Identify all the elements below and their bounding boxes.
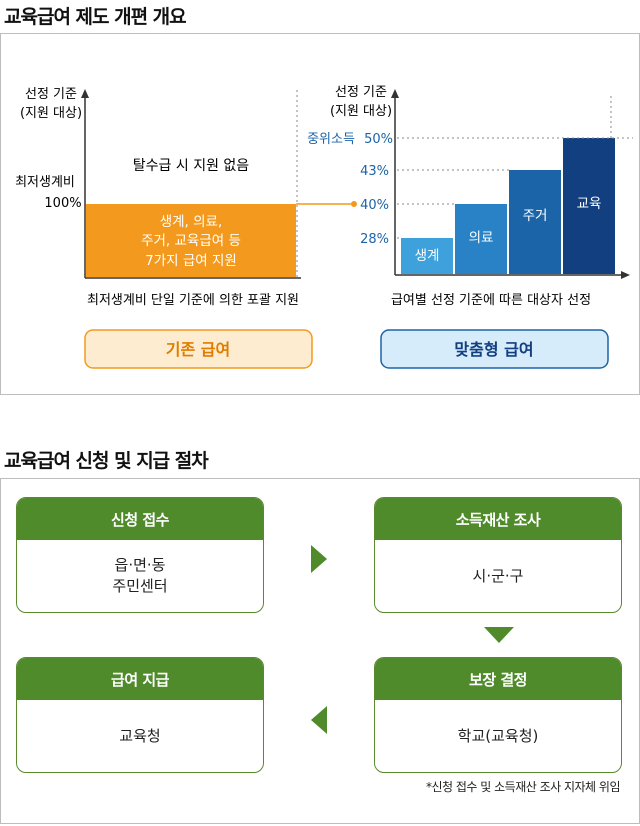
left-y-axis-arrow <box>81 89 89 98</box>
comparison-diagram: 선정 기준 (지원 대상) 최저생계비 100% 탈수급 시 지원 없음 생계,… <box>15 85 633 369</box>
step-decision-head: 보장 결정 <box>375 658 621 700</box>
bar-label-1: 의료 <box>469 230 494 246</box>
step-payment-head: 급여 지급 <box>17 658 263 700</box>
badge-custom-label: 맞춤형 급여 <box>454 340 533 359</box>
bar-label-0: 생계 <box>415 248 440 264</box>
step-income-survey: 소득재산 조사 시·군·구 <box>374 497 622 613</box>
right-caption: 급여별 선정 기준에 따른 대상자 선정 <box>391 293 591 308</box>
right-bars-group: 생계 28% 의료 40% 주거 43% 교육 50% <box>360 132 633 274</box>
left-ylabel-line2: (지원 대상) <box>20 106 82 121</box>
step-decision-line1: 학교(교육청) <box>457 726 539 745</box>
connector-dot <box>351 201 357 207</box>
bar-label-2: 주거 <box>523 208 548 224</box>
right-ylabel-line1: 선정 기준 <box>335 85 387 100</box>
badge-existing <box>84 329 313 369</box>
left-level-label-line1: 최저생계비 <box>15 175 75 190</box>
section-title-overview: 교육급여 제도 개편 개요 <box>4 6 187 28</box>
left-bar-text-line2: 주거, 교육급여 등 <box>141 233 241 249</box>
left-bar-text-line3: 7가지 급여 지원 <box>145 253 237 269</box>
bar-1 <box>455 204 507 274</box>
step-payment-body: 교육청 <box>17 700 263 772</box>
badge-existing-label: 기존 급여 <box>166 340 230 359</box>
tick-label-2: 43% <box>360 164 389 179</box>
left-level-label-line2: 100% <box>44 196 81 211</box>
left-bar-text-line1: 생계, 의료, <box>160 214 223 230</box>
left-bar-existing <box>86 204 296 277</box>
step-application-line2: 주민센터 <box>112 577 168 595</box>
tick-label-0: 28% <box>360 232 389 247</box>
step-application-body: 읍·면·동 주민센터 <box>17 540 263 612</box>
step-income-survey-body: 시·군·구 <box>375 540 621 612</box>
right-top-tick-prefix: 중위소득 <box>307 132 355 147</box>
footnote: *신청 접수 및 소득재산 조사 지자체 위임 <box>425 780 621 794</box>
arrow-down-icon <box>484 627 514 643</box>
tick-label-3: 50% <box>364 132 393 147</box>
step-application-line1: 읍·면·동 <box>114 556 166 574</box>
step-application-head: 신청 접수 <box>17 498 263 540</box>
step-payment-line1: 교육청 <box>119 726 161 745</box>
section-title-process: 교육급여 신청 및 지급 절차 <box>4 450 209 472</box>
left-ylabel-line1: 선정 기준 <box>25 87 77 102</box>
arrow-left-icon <box>311 706 327 734</box>
bar-3 <box>563 138 615 274</box>
bar-2 <box>509 170 561 274</box>
step-income-survey-head: 소득재산 조사 <box>375 498 621 540</box>
overview-panel: 선정 기준 (지원 대상) 최저생계비 100% 탈수급 시 지원 없음 생계,… <box>0 33 640 395</box>
left-above-note: 탈수급 시 지원 없음 <box>133 158 250 174</box>
step-decision: 보장 결정 학교(교육청) <box>374 657 622 773</box>
right-y-axis-arrow <box>391 89 399 98</box>
step-income-survey-line1: 시·군·구 <box>472 566 524 585</box>
right-x-axis-arrow <box>621 271 630 279</box>
step-payment: 급여 지급 교육청 <box>16 657 264 773</box>
arrow-right-icon <box>311 545 327 573</box>
step-application: 신청 접수 읍·면·동 주민센터 <box>16 497 264 613</box>
step-decision-body: 학교(교육청) <box>375 700 621 772</box>
left-caption: 최저생계비 단일 기준에 의한 포괄 지원 <box>87 293 299 308</box>
right-ylabel-line2: (지원 대상) <box>330 104 392 119</box>
bar-label-3: 교육 <box>577 196 602 212</box>
badge-custom <box>380 329 609 369</box>
tick-label-1: 40% <box>360 198 389 213</box>
bar-0 <box>401 238 453 274</box>
